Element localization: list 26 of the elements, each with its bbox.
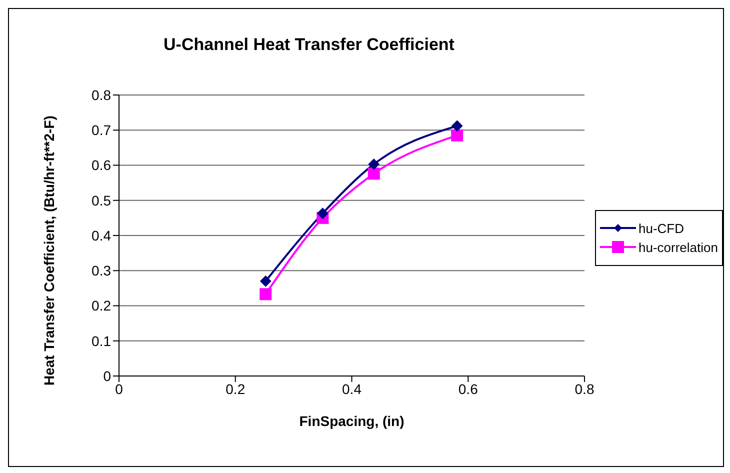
point bbox=[317, 208, 328, 219]
legend-label: hu-CFD bbox=[638, 220, 684, 236]
y-tick-label: 0.2 bbox=[92, 298, 112, 314]
x-axis-title: FinSpacing, (in) bbox=[299, 413, 404, 429]
y-tick-label: 0 bbox=[103, 368, 112, 384]
y-tick-label: 0.1 bbox=[92, 332, 112, 349]
y-axis-title: Heat Transfer Coefficient, (Btu/hr-ft**2-F) bbox=[40, 116, 57, 386]
y-tick-label: 0.7 bbox=[92, 122, 112, 138]
point bbox=[452, 120, 463, 132]
y-tick-label: 0.8 bbox=[92, 86, 112, 103]
y-tick-label: 0.5 bbox=[92, 192, 112, 208]
x-tick-label: 0.4 bbox=[342, 380, 362, 397]
x-tick-label: 0.2 bbox=[226, 380, 246, 397]
x-tick-label: 0.6 bbox=[458, 380, 478, 397]
point bbox=[368, 158, 380, 170]
point bbox=[451, 129, 464, 142]
legend-label: hu-correlation bbox=[638, 240, 718, 254]
point bbox=[260, 288, 272, 300]
y-tick-label: 0.6 bbox=[92, 157, 112, 174]
point bbox=[260, 276, 272, 287]
x-tick-label: 0.8 bbox=[574, 380, 594, 397]
point bbox=[368, 168, 380, 180]
x-tick-label: 0 bbox=[115, 380, 124, 397]
y-tick-label: 0.3 bbox=[92, 262, 112, 279]
y-tick-label: 0.4 bbox=[92, 227, 112, 244]
chart-title: U-Channel Heat Transfer Coefficient bbox=[162, 35, 456, 55]
